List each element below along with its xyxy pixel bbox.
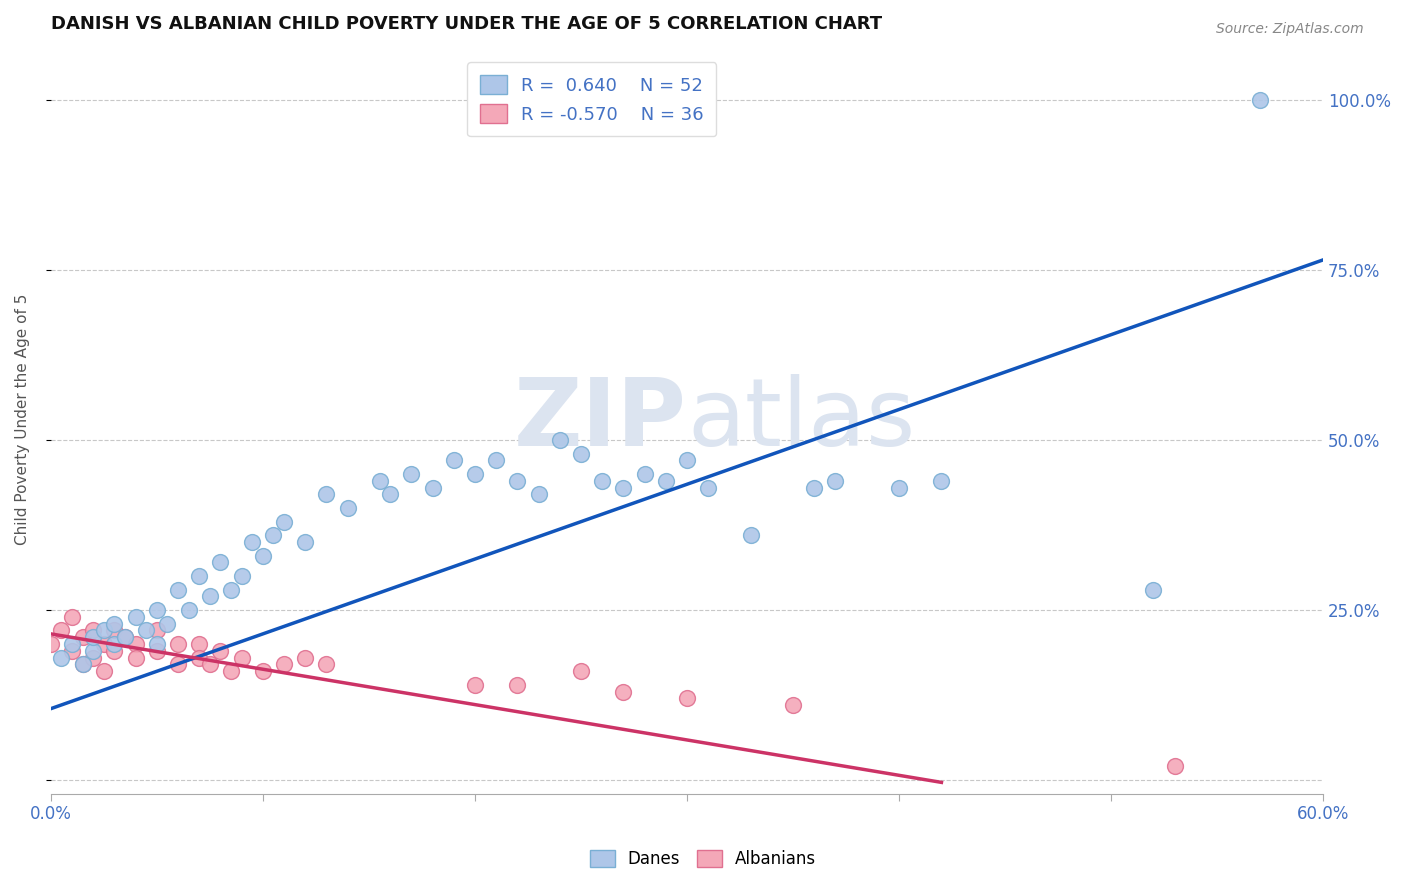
Point: [177, 603, 200, 617]
Point: [198, 590, 221, 604]
Point: [506, 474, 529, 488]
Legend: R =  0.640    N = 52, R = -0.570    N = 36: R = 0.640 N = 52, R = -0.570 N = 36: [467, 62, 717, 136]
Point: [315, 657, 337, 672]
Point: [315, 487, 337, 501]
Point: [82, 650, 104, 665]
Point: [591, 474, 613, 488]
Point: [209, 644, 232, 658]
Point: [146, 624, 169, 638]
Point: [60, 637, 83, 651]
Text: ZIP: ZIP: [515, 374, 688, 466]
Point: [240, 535, 263, 549]
Point: [824, 474, 846, 488]
Point: [124, 650, 146, 665]
Point: [103, 644, 125, 658]
Point: [1163, 759, 1185, 773]
Point: [697, 481, 720, 495]
Point: [485, 453, 508, 467]
Point: [114, 630, 136, 644]
Text: atlas: atlas: [688, 374, 915, 466]
Point: [167, 582, 190, 597]
Point: [188, 637, 211, 651]
Point: [60, 610, 83, 624]
Point: [188, 650, 211, 665]
Point: [103, 624, 125, 638]
Text: DANISH VS ALBANIAN CHILD POVERTY UNDER THE AGE OF 5 CORRELATION CHART: DANISH VS ALBANIAN CHILD POVERTY UNDER T…: [51, 15, 882, 33]
Point: [51, 650, 73, 665]
Point: [676, 453, 699, 467]
Point: [82, 624, 104, 638]
Point: [114, 630, 136, 644]
Point: [252, 549, 274, 563]
Point: [198, 657, 221, 672]
Point: [464, 467, 486, 481]
Point: [252, 665, 274, 679]
Point: [273, 515, 295, 529]
Point: [72, 657, 94, 672]
Point: [740, 528, 762, 542]
Legend: Danes, Albanians: Danes, Albanians: [583, 843, 823, 875]
Point: [1249, 93, 1271, 107]
Point: [782, 698, 804, 713]
Point: [273, 657, 295, 672]
Point: [368, 474, 391, 488]
Point: [39, 637, 62, 651]
Point: [336, 501, 359, 516]
Point: [103, 616, 125, 631]
Point: [124, 610, 146, 624]
Point: [1142, 582, 1164, 597]
Point: [188, 569, 211, 583]
Point: [72, 630, 94, 644]
Point: [464, 678, 486, 692]
Point: [263, 528, 285, 542]
Point: [156, 616, 179, 631]
Point: [231, 569, 253, 583]
Point: [612, 481, 634, 495]
Point: [146, 644, 169, 658]
Point: [93, 665, 115, 679]
Y-axis label: Child Poverty Under the Age of 5: Child Poverty Under the Age of 5: [15, 294, 30, 545]
Point: [294, 650, 316, 665]
Point: [60, 644, 83, 658]
Point: [655, 474, 678, 488]
Point: [219, 582, 242, 597]
Point: [506, 678, 529, 692]
Point: [633, 467, 655, 481]
Point: [146, 603, 169, 617]
Text: Source: ZipAtlas.com: Source: ZipAtlas.com: [1216, 22, 1364, 37]
Point: [401, 467, 423, 481]
Point: [135, 624, 157, 638]
Point: [612, 684, 634, 698]
Point: [527, 487, 550, 501]
Point: [82, 644, 104, 658]
Point: [803, 481, 825, 495]
Point: [931, 474, 953, 488]
Point: [146, 637, 169, 651]
Point: [231, 650, 253, 665]
Point: [93, 624, 115, 638]
Point: [167, 637, 190, 651]
Point: [294, 535, 316, 549]
Point: [219, 665, 242, 679]
Point: [82, 630, 104, 644]
Point: [443, 453, 465, 467]
Point: [569, 665, 592, 679]
Point: [422, 481, 444, 495]
Point: [676, 691, 699, 706]
Point: [124, 637, 146, 651]
Point: [51, 624, 73, 638]
Point: [167, 657, 190, 672]
Point: [209, 556, 232, 570]
Point: [93, 637, 115, 651]
Point: [569, 447, 592, 461]
Point: [548, 433, 571, 447]
Point: [887, 481, 910, 495]
Point: [103, 637, 125, 651]
Point: [378, 487, 401, 501]
Point: [72, 657, 94, 672]
